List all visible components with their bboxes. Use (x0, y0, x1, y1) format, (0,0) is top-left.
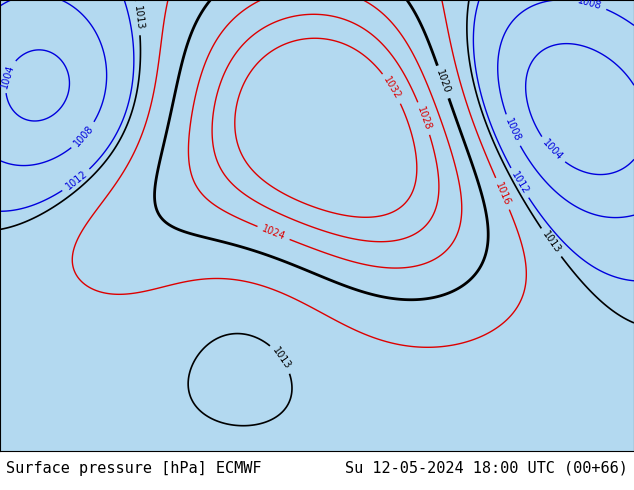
Text: 1004: 1004 (540, 138, 564, 163)
Text: 1032: 1032 (382, 75, 403, 101)
Text: 1013: 1013 (540, 230, 562, 255)
Text: 1008: 1008 (503, 117, 522, 144)
Text: Su 12-05-2024 18:00 UTC (00+66): Su 12-05-2024 18:00 UTC (00+66) (345, 461, 628, 476)
Text: 1020: 1020 (434, 69, 452, 95)
Text: 1024: 1024 (260, 224, 287, 242)
Text: 1012: 1012 (63, 169, 89, 192)
Text: 1013: 1013 (132, 5, 145, 31)
Text: 1016: 1016 (493, 180, 512, 207)
Text: 1008: 1008 (577, 0, 603, 12)
Text: 1008: 1008 (72, 123, 96, 148)
Text: 1013: 1013 (271, 345, 293, 371)
Text: 1004: 1004 (0, 63, 16, 89)
Text: 1012: 1012 (509, 170, 530, 196)
Text: 1028: 1028 (415, 105, 433, 132)
Text: Surface pressure [hPa] ECMWF: Surface pressure [hPa] ECMWF (6, 461, 262, 476)
